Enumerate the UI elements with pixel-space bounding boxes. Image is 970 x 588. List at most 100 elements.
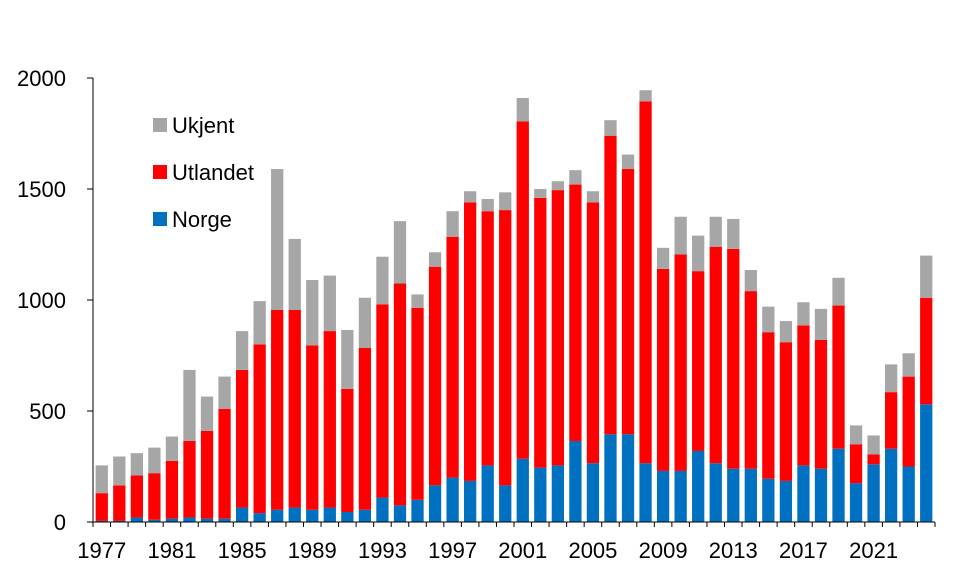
bar-utlandet-2017 (797, 325, 810, 466)
bar-ukjent-2015 (762, 306, 775, 333)
bar-utlandet-1987 (271, 309, 284, 510)
bar-group-2016 (779, 321, 793, 522)
bar-group-2008 (639, 90, 652, 522)
bar-norge-1988 (288, 507, 301, 522)
bar-utlandet-1994 (393, 283, 407, 506)
bar-ukjent-1994 (393, 221, 407, 284)
bar-group-2024 (920, 255, 933, 522)
bar-norge-2004 (569, 440, 582, 522)
bar-group-2023 (902, 353, 915, 522)
bar-group-2003 (551, 181, 564, 522)
bar-utlandet-2020 (849, 444, 863, 484)
legend-item-norge: Norge (153, 207, 232, 232)
bar-norge-2009 (656, 470, 670, 522)
bar-ukjent-1983 (200, 396, 214, 431)
legend-label-ukjent: Ukjent (172, 113, 234, 138)
bar-group-2000 (499, 192, 512, 522)
bar-norge-1989 (306, 509, 319, 522)
bar-utlandet-1982 (183, 440, 196, 518)
x-tick-label-1997: 1997 (428, 538, 477, 563)
bar-norge-1995 (411, 499, 424, 522)
bar-utlandet-2000 (499, 210, 512, 486)
bar-ukjent-1998 (464, 191, 477, 203)
bar-ukjent-1985 (235, 331, 249, 370)
bar-norge-1991 (341, 512, 354, 522)
bar-utlandet-2018 (814, 339, 828, 469)
bar-group-2002 (534, 189, 547, 522)
x-tick-label-1981: 1981 (147, 538, 196, 563)
bar-group-1996 (428, 252, 442, 522)
legend-label-utlandet: Utlandet (172, 160, 254, 185)
bar-utlandet-2015 (762, 332, 775, 479)
bar-group-1994 (393, 221, 407, 522)
bar-utlandet-1984 (218, 408, 231, 519)
bar-group-2018 (814, 308, 828, 522)
bar-ukjent-1984 (218, 376, 231, 409)
bar-norge-2013 (727, 468, 740, 522)
bar-utlandet-2002 (534, 197, 547, 468)
bar-norge-1985 (235, 507, 249, 522)
bar-utlandet-2007 (621, 169, 635, 435)
bar-utlandet-1979 (130, 475, 143, 518)
bar-utlandet-2014 (744, 291, 757, 469)
bar-ukjent-1978 (113, 456, 126, 486)
bar-norge-2015 (762, 478, 775, 522)
bar-group-2019 (832, 277, 845, 522)
bar-utlandet-2010 (674, 254, 687, 471)
bar-ukjent-2001 (516, 97, 529, 122)
bar-ukjent-2014 (744, 270, 757, 292)
bar-norge-1978 (113, 520, 126, 522)
x-tick-label-2001: 2001 (498, 538, 547, 563)
legend-item-utlandet: Utlandet (153, 160, 254, 185)
bar-ukjent-1982 (183, 369, 196, 441)
bar-norge-2010 (674, 470, 687, 522)
bar-utlandet-1991 (341, 388, 354, 513)
legend-item-ukjent: Ukjent (153, 113, 234, 138)
bar-group-1979 (130, 453, 143, 522)
bar-ukjent-2008 (639, 90, 652, 102)
bar-group-1988 (288, 238, 301, 522)
bar-utlandet-2008 (639, 101, 652, 464)
bar-ukjent-1991 (341, 329, 354, 389)
bar-group-1984 (218, 376, 231, 522)
bar-group-2005 (586, 191, 600, 522)
bar-norge-2024 (920, 404, 933, 522)
bar-utlandet-2013 (727, 248, 740, 469)
bar-group-1982 (183, 369, 196, 522)
bar-group-1985 (235, 331, 249, 522)
bar-norge-2001 (516, 458, 529, 522)
bar-norge-1994 (393, 505, 407, 522)
bar-utlandet-2012 (709, 246, 722, 464)
bar-group-2020 (849, 425, 863, 522)
bar-ukjent-1993 (376, 256, 389, 305)
bar-norge-1999 (481, 465, 494, 522)
bar-group-1999 (481, 198, 494, 522)
bar-group-2014 (744, 270, 757, 522)
y-tick-label-2000: 2000 (17, 66, 66, 91)
bar-norge-2003 (551, 465, 564, 522)
bar-ukjent-2019 (832, 277, 845, 306)
bar-utlandet-2024 (920, 297, 933, 405)
legend-label-norge: Norge (172, 207, 232, 232)
bar-group-1978 (113, 456, 126, 522)
bar-norge-2000 (499, 485, 512, 522)
bar-norge-1979 (130, 517, 143, 522)
bar-group-2012 (709, 216, 722, 522)
y-tick-label-1500: 1500 (17, 177, 66, 202)
legend-swatch-utlandet (153, 165, 167, 179)
x-tick-label-1977: 1977 (77, 538, 126, 563)
bar-utlandet-1999 (481, 211, 494, 466)
bar-norge-2020 (849, 483, 863, 522)
bar-group-1989 (306, 280, 319, 522)
bar-norge-1997 (446, 477, 459, 522)
bar-ukjent-2021 (867, 435, 880, 455)
bar-utlandet-2005 (586, 202, 600, 464)
bar-ukjent-2011 (692, 235, 705, 272)
bar-utlandet-1985 (235, 369, 249, 508)
bar-ukjent-2002 (534, 189, 547, 198)
bar-norge-1982 (183, 517, 196, 522)
bar-group-1997 (446, 211, 459, 522)
bar-utlandet-1997 (446, 236, 459, 478)
bar-utlandet-2011 (692, 271, 705, 451)
